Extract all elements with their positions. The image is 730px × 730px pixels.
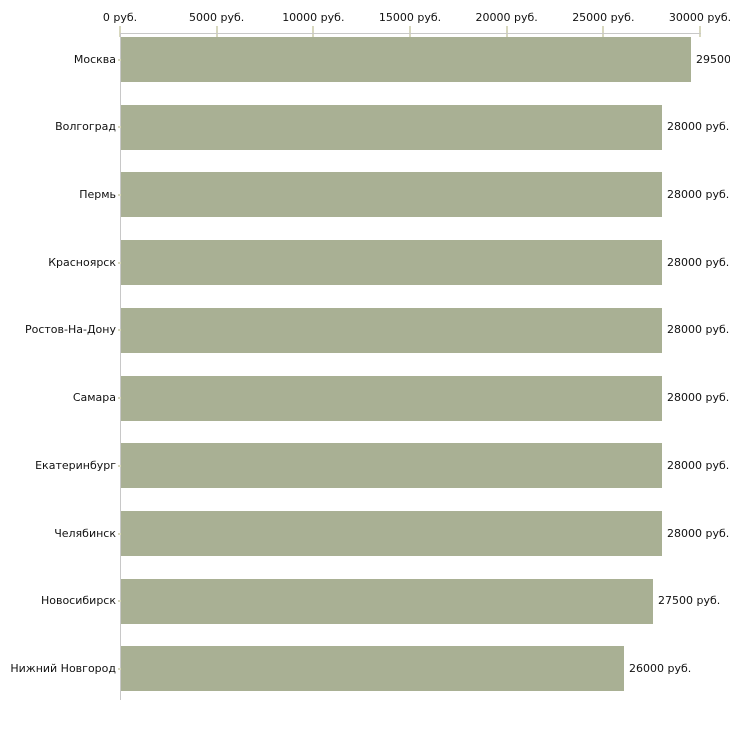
category-label: Новосибирск [40,594,116,608]
category-label: Екатеринбург [35,458,116,472]
x-axis-tick-label: 10000 руб. [282,11,345,24]
y-axis-line [120,33,121,700]
bar [121,37,691,82]
category-label: Волгоград [55,120,116,134]
x-axis-tick [409,26,411,37]
category-label: Ростов-На-Дону [24,323,116,337]
bar-value-label: 28000 руб. [667,323,730,337]
bar [121,307,662,353]
bar-value-label: 26000 руб. [629,661,692,675]
x-axis-tick [505,26,508,37]
x-axis-tick-label: 15000 руб. [378,11,442,24]
bar [121,375,662,421]
bar [121,240,662,286]
category-label: Нижний Новгород [10,661,116,675]
bar [121,104,662,150]
bar [121,578,653,624]
category-label: Самара [72,391,116,405]
category-label: Красноярск [48,255,116,269]
x-axis-tick-label: 20000 руб. [475,11,538,24]
x-axis-tick [312,26,315,37]
x-axis-tick-label: 30000 руб. [668,11,730,24]
category-label: Москва [73,52,116,66]
bar [121,443,662,489]
bar-value-label: 27500 руб. [658,594,721,608]
bar-value-label: 28000 руб. [667,526,730,540]
bar-value-label: 28000 руб. [667,391,730,405]
category-label: Пермь [79,187,116,201]
x-axis-tick [602,26,605,37]
bar [121,172,662,218]
bar-value-label: 28000 руб. [667,458,730,472]
x-axis-tick [215,26,218,37]
bar-value-label: 28000 руб. [667,187,730,201]
x-axis-line [120,33,701,34]
bar-value-label: 29500 [696,52,730,66]
category-label: Челябинск [54,526,116,540]
x-axis-tick-label: 5000 руб. [189,11,245,24]
x-axis-tick [119,26,121,37]
x-axis-tick [699,26,701,37]
bar-value-label: 28000 руб. [667,255,730,269]
bar-value-label: 28000 руб. [667,120,730,134]
x-axis-tick-label: 25000 руб. [572,11,635,24]
x-axis-tick-label: 0 руб. [102,11,138,24]
bar [121,646,624,692]
bar [121,511,662,557]
